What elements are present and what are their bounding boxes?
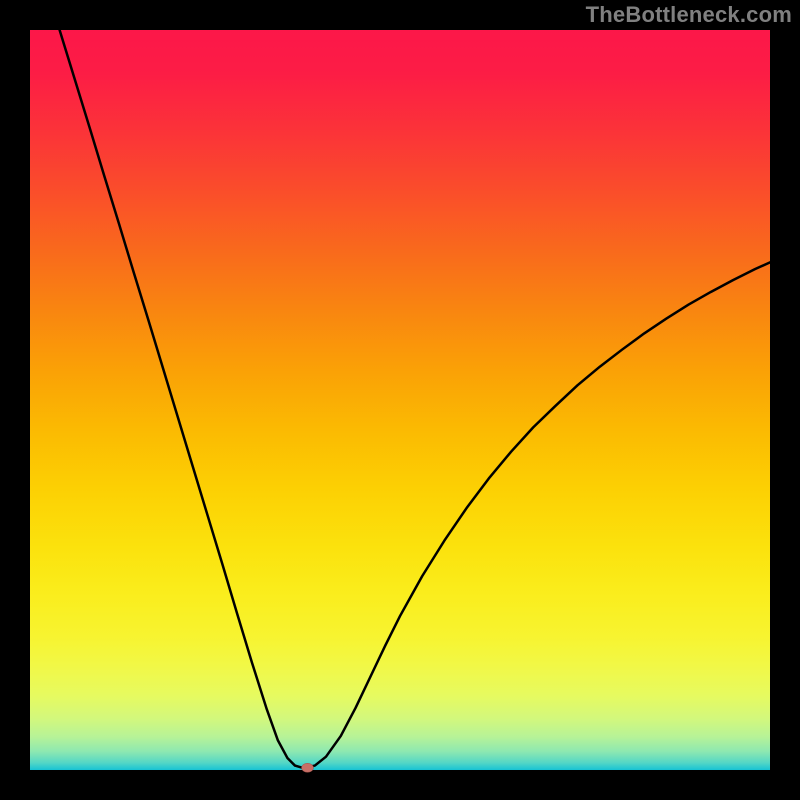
watermark-text: TheBottleneck.com	[586, 2, 792, 28]
bottleneck-chart	[0, 0, 800, 800]
optimal-point-marker	[302, 763, 314, 772]
plot-background	[30, 30, 770, 770]
chart-container: TheBottleneck.com	[0, 0, 800, 800]
